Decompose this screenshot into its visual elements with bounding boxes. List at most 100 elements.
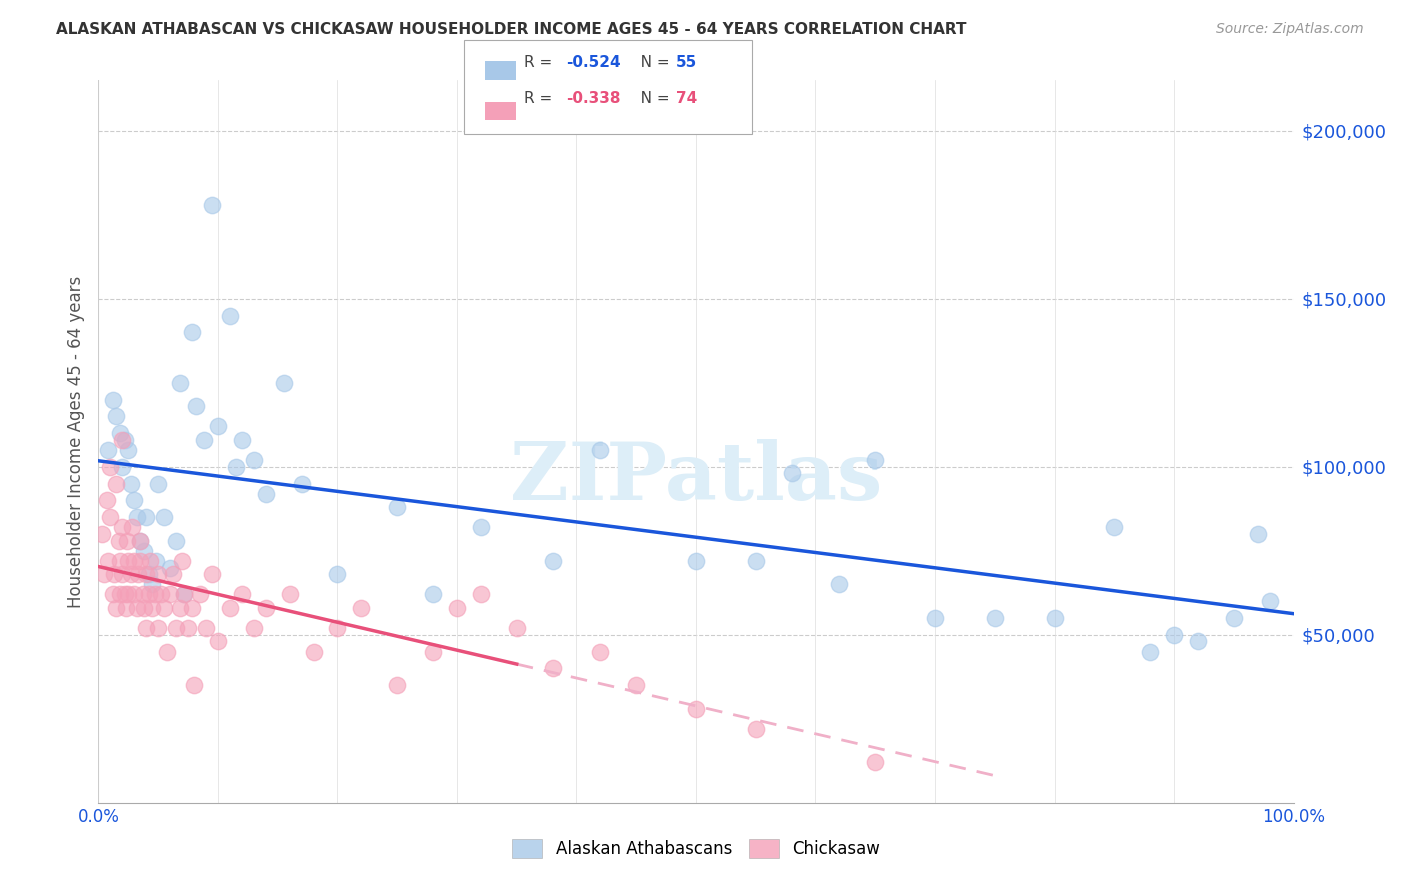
Point (193, 433, 215, 447)
Point (105, 600, 128, 615)
Text: -0.338: -0.338 (567, 92, 621, 106)
Text: 74: 74 (676, 92, 697, 106)
Point (105, 409, 128, 424)
Point (169, 376, 191, 390)
Point (1139, 644, 1161, 658)
Point (385, 500, 409, 514)
Point (124, 587, 146, 601)
Text: -0.524: -0.524 (567, 55, 621, 70)
Point (1104, 520, 1126, 534)
Point (111, 433, 134, 447)
Point (97, 554, 120, 568)
Point (124, 493, 146, 508)
Point (108, 426, 131, 441)
Point (865, 453, 887, 467)
Point (125, 510, 148, 524)
Point (685, 554, 707, 568)
Point (180, 326, 202, 340)
Point (127, 567, 149, 582)
Point (1163, 628, 1185, 642)
Point (149, 587, 172, 601)
Point (105, 476, 128, 491)
Point (101, 392, 124, 407)
Point (117, 587, 139, 601)
Point (1223, 611, 1246, 625)
Point (117, 442, 139, 457)
Point (120, 476, 142, 491)
Point (326, 621, 349, 635)
Point (207, 419, 229, 434)
Point (115, 533, 138, 548)
Point (183, 678, 205, 692)
Point (148, 476, 170, 491)
Point (207, 634, 229, 648)
Point (135, 567, 157, 582)
Point (219, 309, 242, 323)
Point (129, 554, 152, 568)
Point (162, 567, 184, 582)
Point (231, 587, 253, 601)
Point (97, 442, 120, 457)
Point (153, 510, 176, 524)
Point (96, 493, 118, 508)
Point (780, 467, 803, 481)
Point (254, 486, 277, 500)
Point (685, 702, 707, 716)
Point (186, 399, 208, 413)
Point (159, 587, 181, 601)
Point (111, 459, 134, 474)
Point (143, 587, 166, 601)
Point (98, 459, 122, 474)
Point (302, 644, 325, 658)
Text: N =: N = (626, 92, 673, 106)
Point (589, 644, 612, 658)
Point (132, 543, 155, 558)
Point (180, 600, 202, 615)
Point (107, 533, 129, 548)
Point (121, 520, 143, 534)
Point (138, 567, 160, 582)
Point (745, 722, 768, 736)
Point (243, 621, 266, 635)
Point (745, 554, 768, 568)
Point (195, 621, 218, 635)
Point (124, 554, 146, 568)
Point (103, 567, 125, 582)
Point (273, 376, 295, 390)
Point (135, 510, 157, 524)
Point (626, 678, 648, 692)
Point (173, 587, 195, 601)
Point (865, 756, 887, 770)
Text: R =: R = (524, 92, 558, 106)
Point (422, 644, 444, 658)
Point (115, 600, 138, 615)
Text: ALASKAN ATHABASCAN VS CHICKASAW HOUSEHOLDER INCOME AGES 45 - 64 YEARS CORRELATIO: ALASKAN ATHABASCAN VS CHICKASAW HOUSEHOL… (56, 22, 967, 37)
Point (93, 567, 115, 582)
Point (111, 520, 134, 534)
Point (145, 554, 167, 568)
Point (422, 587, 444, 601)
Point (131, 587, 153, 601)
Text: N =: N = (626, 55, 673, 70)
Point (350, 600, 373, 615)
Point (141, 600, 163, 615)
Point (153, 600, 176, 615)
Text: ZIPatlas: ZIPatlas (510, 439, 882, 516)
Point (470, 520, 492, 534)
Point (172, 554, 194, 568)
Point (129, 533, 152, 548)
Point (446, 600, 468, 615)
Legend: Alaskan Athabascans, Chickasaw: Alaskan Athabascans, Chickasaw (503, 830, 889, 867)
Point (541, 554, 564, 568)
Point (108, 587, 131, 601)
Point (138, 587, 160, 601)
Point (589, 442, 612, 457)
Point (177, 621, 200, 635)
Point (254, 600, 277, 615)
Point (201, 567, 224, 582)
Y-axis label: Householder Income Ages 45 - 64 years: Householder Income Ages 45 - 64 years (66, 276, 84, 607)
Point (924, 611, 946, 625)
Point (132, 600, 155, 615)
Text: R =: R = (524, 55, 558, 70)
Point (506, 621, 529, 635)
